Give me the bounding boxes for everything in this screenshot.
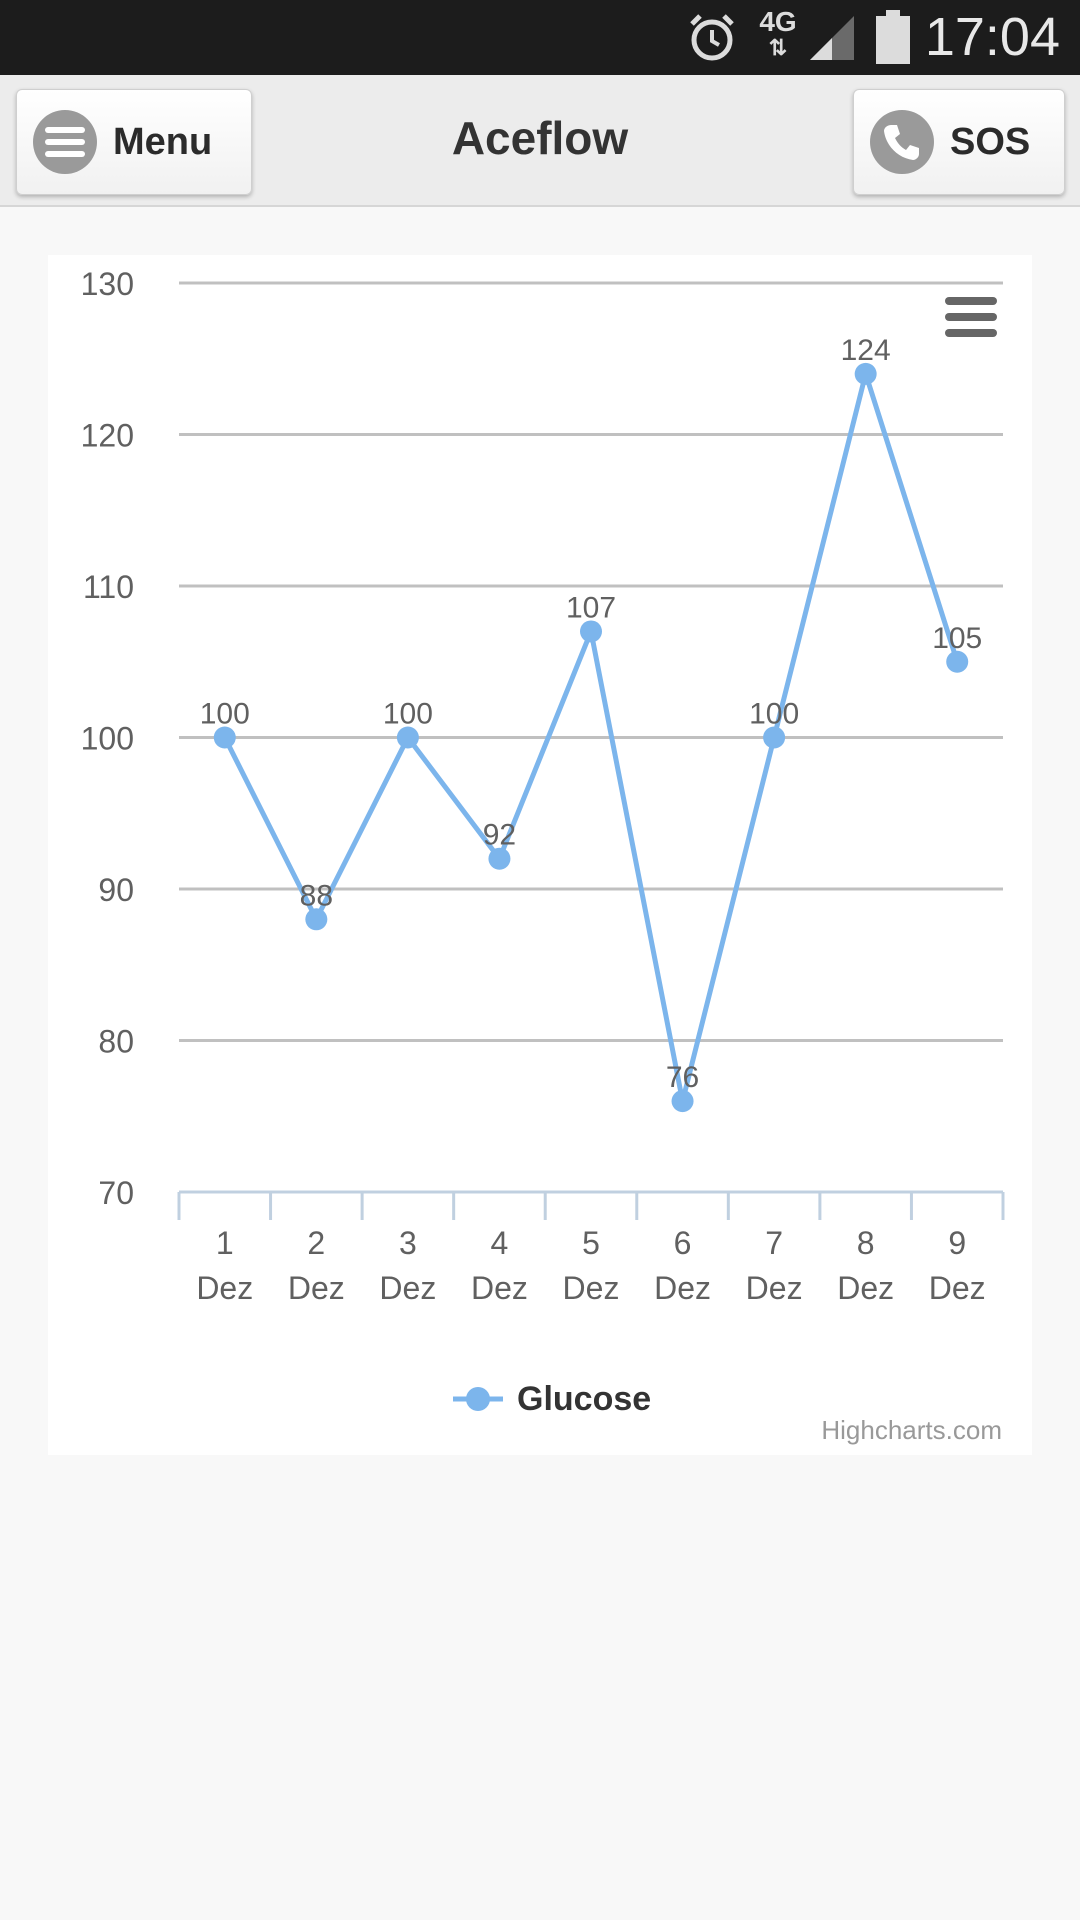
chart-credits-link[interactable]: Highcharts.com (821, 1415, 1002, 1445)
battery-icon (876, 10, 910, 64)
data-label: 107 (566, 591, 616, 624)
y-tick-label: 70 (98, 1175, 134, 1211)
data-point[interactable] (213, 726, 236, 749)
menu-button-label: Menu (113, 120, 213, 163)
data-point[interactable] (488, 847, 511, 870)
y-tick-label: 80 (98, 1024, 134, 1060)
sos-button-label: SOS (950, 120, 1031, 163)
data-label: 88 (300, 879, 333, 912)
alarm-icon (690, 14, 734, 61)
data-point[interactable] (854, 362, 877, 385)
data-point[interactable] (946, 650, 969, 673)
signal-icon (810, 16, 854, 60)
menu-button[interactable]: Menu (16, 89, 252, 195)
data-label: 100 (200, 698, 250, 731)
chart-legend[interactable]: Glucose (453, 1375, 651, 1423)
y-tick-label: 100 (81, 721, 134, 757)
x-tick-label: 2 Dez (288, 1225, 345, 1306)
sos-button[interactable]: SOS (853, 89, 1065, 195)
x-tick-label: 7 Dez (746, 1225, 803, 1306)
status-bar: 4G ⇅ 17:04 (0, 0, 1080, 75)
page-title: Aceflow (451, 112, 629, 164)
glucose-chart: 70 80 90 100 110 120 130 1 Dez 2 Dez 3 Dez 4 Dez 5 Dez 6 D… (48, 255, 1032, 1455)
x-tick-label: 5 Dez (563, 1225, 620, 1306)
hamburger-icon (33, 110, 97, 174)
y-tick-label: 120 (81, 418, 134, 454)
chart-plot: 70 80 90 100 110 120 130 1 Dez 2 Dez 3 Dez 4 Dez 5 Dez 6 D… (81, 266, 1005, 1306)
network-4g-icon: 4G ⇅ (759, 6, 797, 60)
data-point[interactable] (305, 908, 328, 931)
x-tick-label: 3 Dez (379, 1225, 436, 1306)
data-label: 92 (483, 819, 516, 852)
data-point[interactable] (396, 726, 419, 749)
data-label: 100 (383, 698, 433, 731)
phone-icon (870, 110, 934, 174)
legend-line-marker-icon (453, 1387, 503, 1411)
status-time: 17:04 (924, 7, 1060, 67)
x-tick-label: 8 Dez (837, 1225, 894, 1306)
data-label: 76 (666, 1061, 699, 1094)
data-point[interactable] (763, 726, 786, 749)
y-tick-label: 110 (83, 569, 134, 605)
x-tick-label: 4 Dez (471, 1225, 528, 1306)
y-tick-label: 90 (98, 872, 134, 908)
data-label: 100 (749, 698, 799, 731)
data-label: 105 (932, 622, 982, 655)
x-tick-label: 1 Dez (196, 1225, 253, 1306)
chart-export-menu-icon[interactable] (943, 295, 999, 339)
x-tick-label: 9 Dez (929, 1225, 986, 1306)
data-point[interactable] (580, 620, 602, 643)
legend-item-glucose: Glucose (517, 1379, 652, 1418)
x-tick-label: 6 Dez (654, 1225, 711, 1306)
app-header: Menu Aceflow SOS (0, 75, 1080, 207)
data-label: 124 (841, 334, 891, 367)
data-point[interactable] (671, 1090, 694, 1113)
y-tick-label: 130 (81, 266, 134, 302)
